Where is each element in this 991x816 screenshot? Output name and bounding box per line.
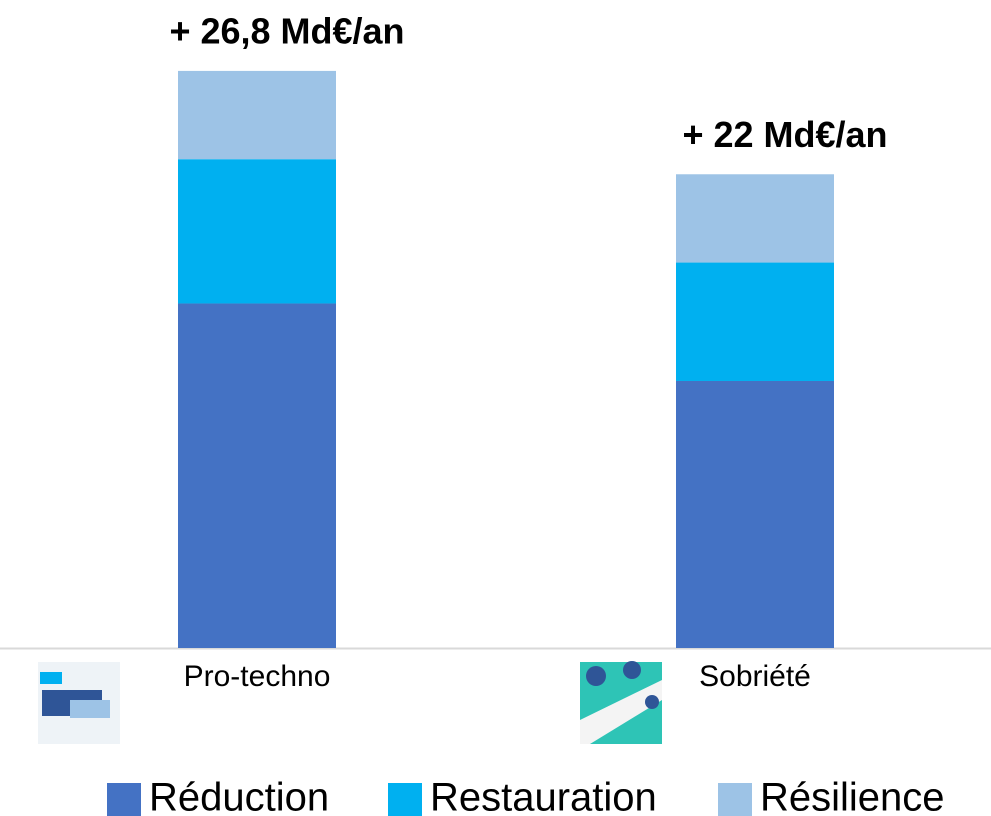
chart: + 26,8 Md€/an Pro-techno + 22 Md€/an Sobrié… — [0, 0, 991, 816]
legend-label: Résilience — [760, 776, 945, 816]
bar-segment — [178, 303, 336, 648]
bar-segment — [676, 174, 834, 262]
bar-segment — [178, 159, 336, 303]
bar-segment — [676, 263, 834, 381]
icon-pro-techno — [38, 662, 120, 744]
total-label: + 22 Md€/an — [682, 114, 887, 155]
legend-swatch — [107, 783, 141, 816]
icon-sobriete — [580, 661, 662, 744]
legend-swatch — [388, 783, 422, 816]
legend-swatch — [718, 783, 752, 816]
total-label: + 26,8 Md€/an — [169, 10, 404, 51]
bar-segment — [676, 381, 834, 648]
legend-label: Restauration — [430, 776, 657, 816]
x-tick-label: Sobriété — [699, 660, 811, 693]
legend-label: Réduction — [149, 776, 329, 816]
x-tick-label: Pro-techno — [184, 660, 331, 693]
bar-segment — [178, 71, 336, 159]
